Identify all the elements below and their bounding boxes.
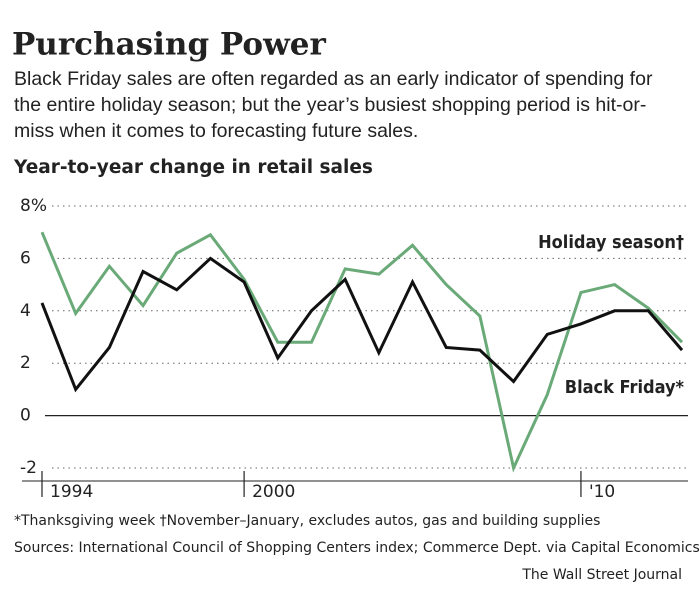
line-series xyxy=(40,256,684,393)
subtitle: Black Friday sales are often regarded as… xyxy=(14,68,653,142)
chart-title: Purchasing Power xyxy=(12,27,326,63)
y-tick-label: -2 xyxy=(20,458,37,478)
x-tick-label: 1994 xyxy=(50,482,93,502)
footnote: *Thanksgiving week †November–January, ex… xyxy=(14,513,600,529)
x-tick-label: 2000 xyxy=(252,482,295,502)
y-tick-label: 8% xyxy=(20,196,47,216)
line-series xyxy=(40,231,684,473)
credit: The Wall Street Journal xyxy=(521,567,682,583)
y-axis-label: Year-to-year change in retail sales xyxy=(13,157,373,178)
y-tick-label: 6 xyxy=(20,248,31,268)
series-label: Holiday season† xyxy=(538,232,684,253)
series-label: Black Friday* xyxy=(565,377,685,398)
y-tick-label: 0 xyxy=(20,406,31,426)
x-tick-label: '10 xyxy=(589,482,615,502)
y-tick-label: 2 xyxy=(20,353,31,373)
source: Sources: International Council of Shoppi… xyxy=(14,540,700,556)
y-tick-label: 4 xyxy=(20,301,31,321)
